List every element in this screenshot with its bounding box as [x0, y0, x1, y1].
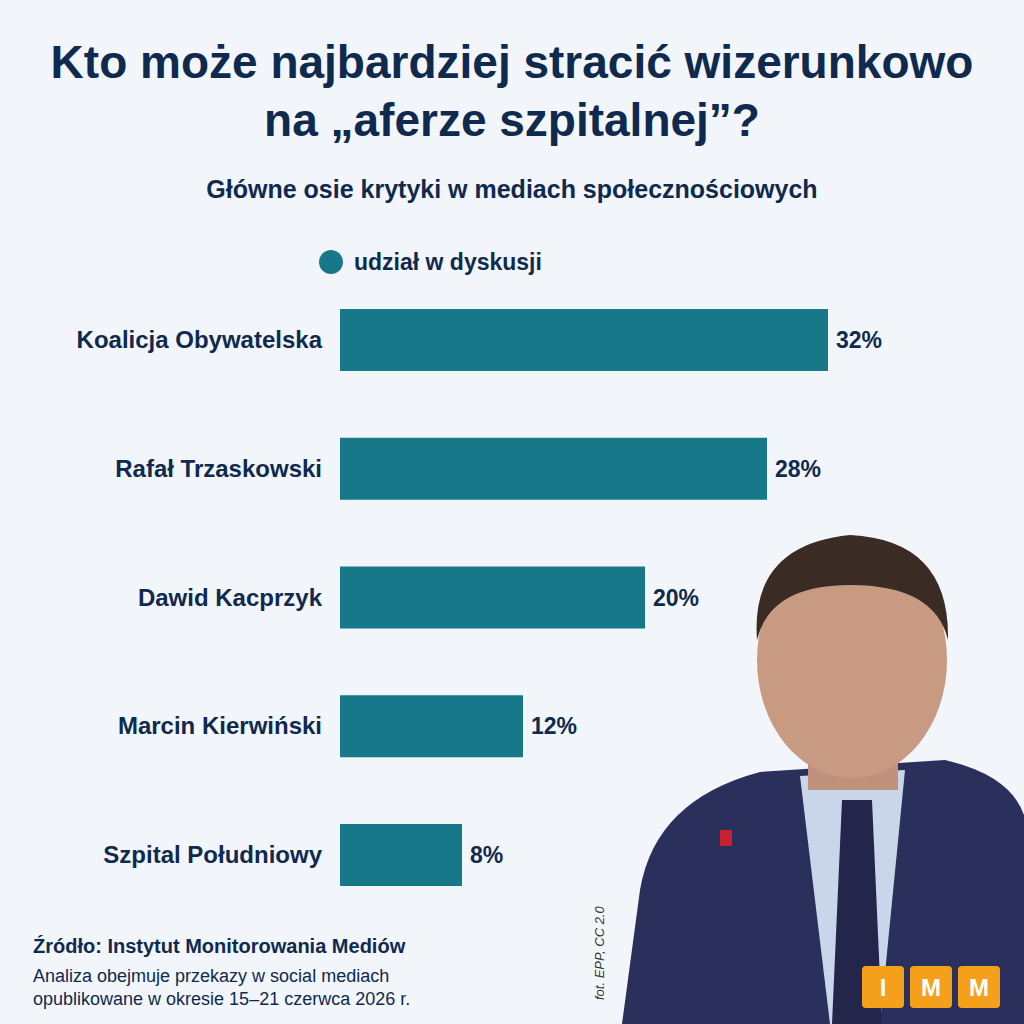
- logo-box: [958, 966, 1000, 1008]
- bar: [340, 438, 767, 500]
- bar: [340, 567, 645, 629]
- source-line: opublikowane w okresie 15–21 czerwca 202…: [33, 989, 410, 1009]
- title-line: na „aferze szpitalnej”?: [264, 94, 760, 146]
- bar: [340, 695, 523, 757]
- legend-label: udział w dyskusji: [354, 249, 542, 275]
- bars: [340, 309, 828, 886]
- source-title: Źródło: Instytut Monitorowania Mediów: [33, 935, 406, 957]
- bar: [340, 824, 462, 886]
- title: Kto może najbardziej stracić wizerunkowo…: [51, 36, 974, 146]
- logo-box: [862, 966, 904, 1008]
- subtitle: Główne osie krytyki w mediach społecznoś…: [206, 175, 817, 203]
- photo-credit: fot. EPP, CC 2.0: [592, 906, 607, 1000]
- background: [0, 0, 1024, 1024]
- photo-shirt: [800, 770, 905, 1024]
- logo-letter: I: [880, 974, 887, 1001]
- photo-pin: [720, 830, 732, 846]
- title-line: Kto może najbardziej stracić wizerunkowo: [51, 36, 974, 88]
- legend-swatch: [319, 250, 343, 274]
- logo-letter: M: [969, 974, 989, 1001]
- data-label: 28%: [775, 456, 821, 482]
- photo-suit: [622, 760, 1024, 1024]
- data-label: 12%: [531, 713, 577, 739]
- photo: [622, 535, 1024, 1024]
- data-label: 8%: [470, 842, 503, 868]
- logo-box: [910, 966, 952, 1008]
- data-label: 32%: [836, 327, 882, 353]
- category-label: Koalicja Obywatelska: [77, 326, 323, 353]
- category-label: Dawid Kacprzyk: [138, 584, 323, 611]
- category-label: Marcin Kierwiński: [118, 712, 322, 739]
- category-label: Szpital Południowy: [103, 841, 322, 868]
- source-line: Analiza obejmuje przekazy w social media…: [33, 966, 389, 986]
- category-label: Rafał Trzaskowski: [115, 455, 322, 482]
- photo-hair: [757, 535, 948, 640]
- bar: [340, 309, 828, 371]
- data-label: 20%: [653, 585, 699, 611]
- logo-letter: M: [921, 974, 941, 1001]
- chart: Kto może najbardziej stracić wizerunkowo…: [0, 0, 1024, 1024]
